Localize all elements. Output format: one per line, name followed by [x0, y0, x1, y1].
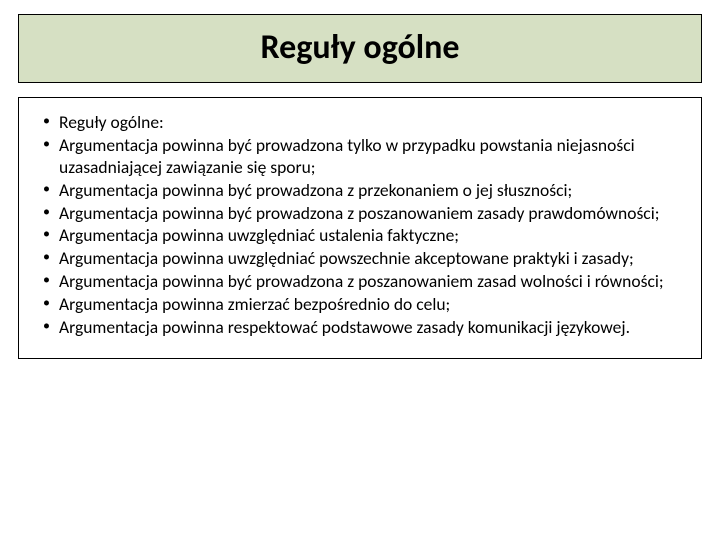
list-item: Argumentacja powinna uwzględniać powszec…	[37, 248, 683, 270]
title-box: Reguły ogólne	[18, 14, 702, 83]
list-item: Argumentacja powinna uwzględniać ustalen…	[37, 225, 683, 247]
list-item: Argumentacja powinna być prowadzona z pr…	[37, 180, 683, 202]
content-box: Reguły ogólne: Argumentacja powinna być …	[18, 97, 702, 359]
bullet-list: Reguły ogólne: Argumentacja powinna być …	[37, 112, 683, 339]
list-item: Argumentacja powinna zmierzać bezpośredn…	[37, 294, 683, 316]
list-item: Argumentacja powinna respektować podstaw…	[37, 317, 683, 339]
list-item: Argumentacja powinna być prowadzona z po…	[37, 203, 683, 225]
list-item: Reguły ogólne:	[37, 112, 683, 134]
list-item: Argumentacja powinna być prowadzona z po…	[37, 271, 683, 293]
list-item: Argumentacja powinna być prowadzona tylk…	[37, 135, 683, 179]
page-title: Reguły ogólne	[19, 27, 701, 68]
